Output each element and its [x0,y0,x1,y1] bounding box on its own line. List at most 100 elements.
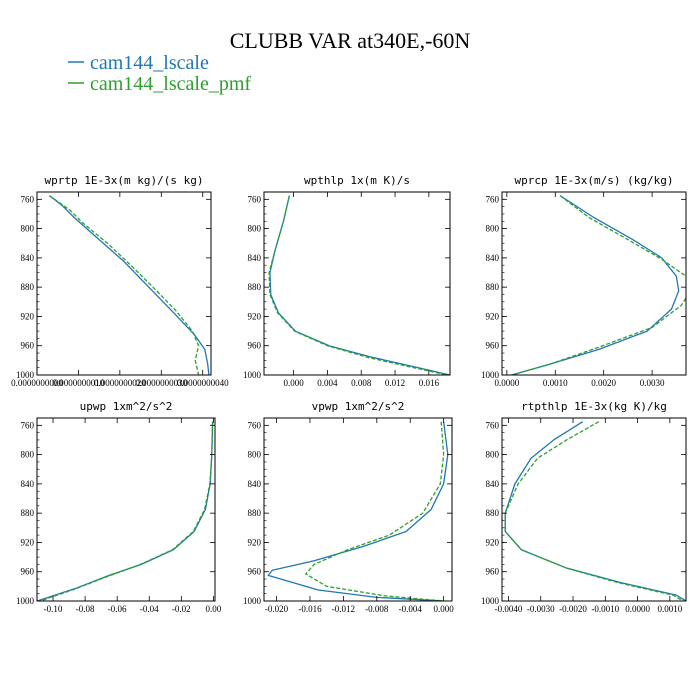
figure-title: CLUBB VAR at340E,-60N [230,28,471,53]
x-tick-label: 0.0000000000 [11,378,63,388]
series-line-cam144_lscale [37,421,214,601]
y-tick-label: 960 [486,567,500,577]
legend-label-1: cam144_lscale_pmf [90,73,251,95]
y-tick-label: 960 [248,567,262,577]
y-tick-label: 800 [21,450,35,460]
y-tick-label: 920 [486,537,500,547]
x-tick-label: -0.08 [76,604,95,614]
x-tick-label: 0.0000 [625,604,650,614]
y-tick-label: 880 [486,282,500,292]
y-tick-label: 960 [21,341,35,351]
series-line-cam144_lscale [511,195,680,375]
x-tick-label: 0.004 [317,378,338,388]
y-tick-label: 1000 [481,596,500,606]
x-tick-label: 0.0000000030 [135,378,187,388]
panel-4: vpwp 1xm^2/s^27608008408809209601000-0.0… [243,400,454,614]
panel-title: upwp 1xm^2/s^2 [80,400,173,413]
y-tick-label: 760 [248,194,262,204]
y-tick-label: 800 [486,450,500,460]
y-tick-label: 800 [248,224,262,234]
x-tick-label: 0.000 [434,604,455,614]
x-tick-label: -0.020 [265,604,289,614]
y-tick-label: 1000 [243,596,262,606]
y-tick-label: 920 [248,311,262,321]
x-tick-label: 0.012 [385,378,405,388]
series-line-cam144_lscale [504,421,686,601]
x-tick-label: 0.00 [206,604,222,614]
y-tick-label: 920 [21,311,35,321]
y-tick-label: 760 [21,194,35,204]
y-tick-label: 1000 [16,370,35,380]
series-line-cam144_lscale_pmf [49,195,200,375]
series-line-cam144_lscale_pmf [504,421,684,601]
panel-5: rtpthlp 1E-3x(kg K)/kg 760 800 840 880 920 960… [481,400,687,614]
panel-frame [36,417,216,602]
y-tick-label: 760 [21,420,35,430]
x-tick-label: -0.012 [332,604,355,614]
y-tick-label: 880 [248,282,262,292]
legend-label-0: cam144_lscale [90,52,209,74]
y-tick-label: 840 [248,253,262,263]
y-tick-label: 1000 [16,596,35,606]
x-tick-label: 0.0000000010 [53,378,105,388]
x-tick-label: -0.10 [44,604,63,614]
x-tick-label: -0.004 [399,604,423,614]
x-tick-label: 0.0010 [543,378,568,388]
x-tick-label: 0.008 [351,378,372,388]
panel-frame [501,417,687,602]
x-tick-label: 0.0000000020 [94,378,146,388]
y-tick-label: 1000 [243,370,262,380]
series-line-cam144_lscale [267,421,449,601]
panel-1: wpthlp 1x(m K)/s 760 800 840 880 920 960 1000 0.… [243,174,451,388]
series-line-cam144_lscale_pmf [268,195,448,375]
panel-2: wprcp 1E-3x(m/s) (kg/kg) 760 800 840 880 920 9… [481,174,687,388]
x-tick-label: -0.008 [365,604,389,614]
series-line-cam144_lscale [269,195,450,375]
x-tick-label: -0.06 [108,604,127,614]
panel-frame [36,191,212,376]
x-tick-label: 0.0030 [640,378,665,388]
x-tick-label: 0.016 [419,378,440,388]
y-tick-label: 920 [21,537,35,547]
y-tick-label: 840 [21,479,35,489]
y-tick-label: 880 [21,282,35,292]
y-tick-label: 840 [248,479,262,489]
panel-frame [263,191,451,376]
y-tick-label: 880 [248,508,262,518]
panels: wprtp 1E-3x(m kg)/(s kg) 760 800 840 880 920 9… [11,174,687,614]
series-line-cam144_lscale [49,195,210,375]
legend: cam144_lscale cam144_lscale_pmf [68,52,251,95]
panel-title: wprcp 1E-3x(m/s) (kg/kg) [515,174,674,187]
y-tick-label: 960 [486,341,500,351]
x-tick-label: 0.0010 [657,604,682,614]
y-tick-label: 800 [248,450,262,460]
y-tick-label: 920 [486,311,500,321]
x-tick-label: -0.016 [298,604,322,614]
y-tick-label: 840 [21,253,35,263]
series-line-cam144_lscale_pmf [305,421,445,601]
x-tick-label: -0.0020 [559,604,587,614]
y-tick-label: 800 [21,224,35,234]
y-tick-label: 960 [248,341,262,351]
x-tick-label: -0.04 [140,604,159,614]
panel-title: rtpthlp 1E-3x(kg K)/kg [521,400,667,413]
y-tick-label: 880 [486,508,500,518]
y-tick-label: 800 [486,224,500,234]
panel-0: wprtp 1E-3x(m kg)/(s kg) 760 800 840 880 920 9… [11,174,229,388]
panel-frame [263,417,453,602]
series-line-cam144_lscale_pmf [39,421,214,601]
y-tick-label: 760 [486,420,500,430]
panel-3: upwp 1xm^2/s^2 760 800 840 880 920 960 1000 -0.1… [16,400,222,614]
panel-title: wpthlp 1x(m K)/s [304,174,410,187]
x-tick-label: 0.0020 [591,378,616,388]
x-tick-label: 0.000 [283,378,304,388]
x-tick-label: -0.0040 [495,604,523,614]
y-tick-label: 920 [248,537,262,547]
y-tick-label: 760 [248,420,262,430]
y-tick-label: 1000 [481,370,500,380]
x-tick-label: 0.0000000040 [177,378,229,388]
x-tick-label: -0.02 [172,604,191,614]
x-tick-label: -0.0030 [527,604,555,614]
y-tick-label: 960 [21,567,35,577]
